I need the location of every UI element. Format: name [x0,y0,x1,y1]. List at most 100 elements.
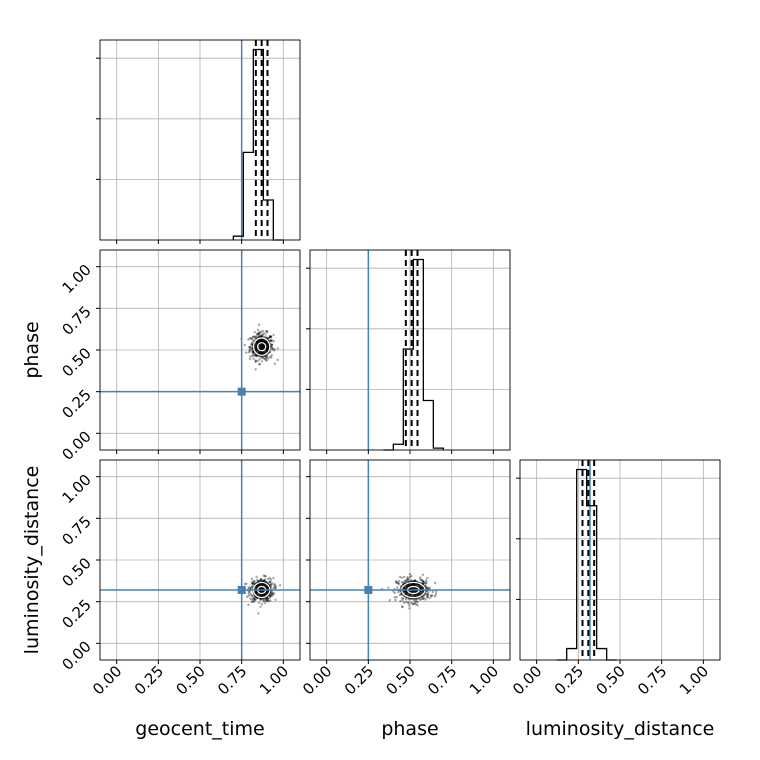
sample-point [253,330,257,334]
sample-point [252,599,255,603]
sample-point [265,330,268,333]
y-tick-label: 1.00 [58,261,94,297]
sample-point [250,598,253,601]
sample-point [253,336,257,340]
sample-point [416,600,419,604]
sample-point [274,584,277,588]
x-tick-label: 0.75 [214,662,250,698]
sample-point [269,580,272,583]
sample-point [416,604,419,607]
histogram-panel-phase [306,249,511,454]
sample-point [392,590,395,593]
sample-point [398,593,402,597]
sample-point [269,578,273,581]
sample-point [421,573,425,577]
sample-point [400,580,404,584]
sample-point [413,602,416,606]
sample-point [265,598,268,601]
sample-point [254,368,257,371]
sample-point [265,329,269,333]
sample-point [264,358,268,362]
sample-point [252,357,255,360]
sample-point [264,601,267,605]
sample-point [251,582,254,585]
sample-point [253,598,256,601]
sample-point [249,597,252,600]
sample-point [387,586,390,589]
sample-point [394,580,398,583]
sample-point [254,359,257,362]
sample-point [248,345,251,349]
panel-frame [519,459,721,661]
panel-frame [309,249,511,451]
sample-point [248,348,252,351]
sample-point [399,599,402,603]
sample-point [428,596,432,600]
sample-point [259,331,262,334]
sample-point [262,332,265,335]
sample-point [250,337,253,340]
sample-point [408,607,411,610]
sample-point [426,592,429,596]
sample-point [253,597,256,600]
sample-point [256,359,260,363]
sample-point [264,357,267,360]
sample-point [267,597,270,601]
sample-point [394,598,397,602]
sample-point [251,594,254,597]
sample-point [250,600,254,604]
sample-point [393,596,396,599]
sample-point [269,599,272,602]
sample-point [268,335,272,338]
sample-point [274,586,277,589]
sample-point [262,574,265,577]
sample-point [424,598,427,601]
sample-point [249,593,252,596]
sample-point [413,599,416,603]
y-tick-label: 0.75 [58,302,94,338]
sample-point [395,581,398,584]
sample-point [272,333,275,337]
sample-point [258,331,261,335]
x-tick-label: 0.25 [341,662,377,698]
sample-point [397,579,401,582]
sample-point [272,339,276,343]
sample-point [259,577,263,581]
x-tick-label: 1.00 [256,662,292,698]
sample-point [263,357,266,361]
sample-point [426,594,429,598]
sample-point [434,593,438,596]
sample-point [421,597,424,601]
sample-point [270,591,274,594]
sample-point [420,579,423,582]
sample-point [270,356,273,359]
sample-point [262,329,265,333]
sample-point [411,602,414,606]
sample-point [252,582,255,586]
x-axis-label-phase: phase [381,718,438,740]
sample-point [270,594,273,598]
sample-point [397,582,400,585]
sample-point [265,599,268,602]
sample-point [268,339,272,342]
sample-point [406,578,409,581]
sample-point [251,353,255,356]
sample-point [271,346,274,350]
sample-point [404,579,407,582]
sample-point [245,582,248,585]
sample-point [261,333,264,337]
sample-point [251,580,254,583]
sample-point [259,578,263,582]
sample-point [248,345,251,349]
sample-point [269,335,272,339]
sample-point [251,354,254,358]
sample-point [260,360,264,363]
sample-point [253,596,256,599]
sample-point [415,598,418,602]
sample-point [267,357,270,360]
sample-point [250,343,253,347]
x-tick-label: 0.25 [551,662,587,698]
histogram-geocent_time [232,48,284,241]
sample-point [269,594,272,597]
